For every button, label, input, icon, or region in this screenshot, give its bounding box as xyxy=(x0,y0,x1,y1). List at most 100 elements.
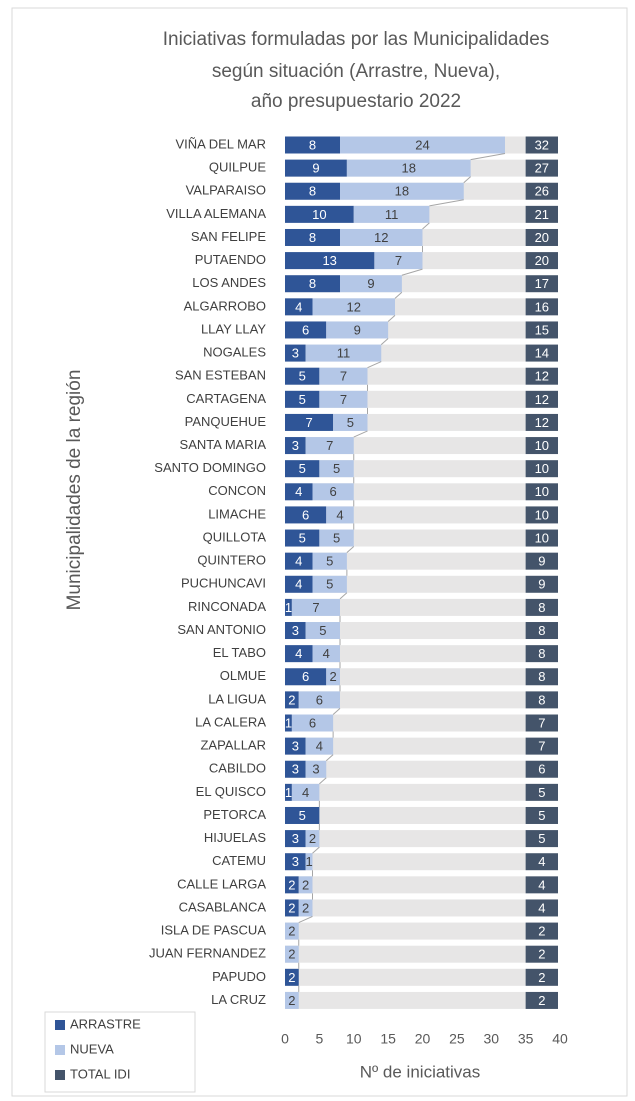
category-label: ZAPALLAR xyxy=(200,738,266,753)
value-label: 18 xyxy=(395,184,409,199)
total-bar xyxy=(525,321,558,339)
background-band xyxy=(285,991,526,1009)
total-label: 4 xyxy=(538,854,545,869)
series-line xyxy=(325,754,334,762)
total-bar xyxy=(525,437,558,455)
value-label: 9 xyxy=(312,161,319,176)
total-bar xyxy=(525,830,558,848)
value-label: 3 xyxy=(292,739,299,754)
category-label: EL TABO xyxy=(213,645,266,660)
background-band xyxy=(285,622,526,640)
total-label: 8 xyxy=(538,692,545,707)
bar-segment xyxy=(312,645,340,663)
bar-segment xyxy=(285,668,327,686)
value-label: 4 xyxy=(323,646,330,661)
bar-segment xyxy=(285,506,327,524)
bar-segment xyxy=(285,968,299,986)
category-label: CABILDO xyxy=(209,761,266,776)
bar-segment xyxy=(298,691,340,709)
category-label: QUILLOTA xyxy=(203,529,267,544)
value-label: 5 xyxy=(326,554,333,569)
bar-segment xyxy=(305,760,327,778)
total-bar xyxy=(525,922,558,940)
value-label: 9 xyxy=(354,322,361,337)
total-label: 2 xyxy=(538,970,545,985)
background-band xyxy=(285,691,526,709)
category-label: VIÑA DEL MAR xyxy=(175,136,266,151)
total-bar xyxy=(525,899,558,917)
total-bar xyxy=(525,159,558,177)
category-label: LA CRUZ xyxy=(211,992,266,1007)
category-label: OLMUE xyxy=(220,668,267,683)
category-label: LOS ANDES xyxy=(192,275,266,290)
category-label: RINCONADA xyxy=(188,599,266,614)
background-band xyxy=(285,830,526,848)
value-label: 6 xyxy=(302,322,309,337)
category-label: HIJUELAS xyxy=(204,830,266,845)
background-band xyxy=(285,598,526,616)
total-bar xyxy=(525,737,558,755)
bar-segment xyxy=(285,737,306,755)
bar-segment xyxy=(285,714,292,732)
bar-segment xyxy=(285,598,292,616)
bar-segment xyxy=(285,182,340,200)
total-bar xyxy=(525,668,558,686)
bar-segment xyxy=(285,783,292,801)
category-label: CATEMU xyxy=(212,853,266,868)
value-label: 5 xyxy=(299,392,306,407)
value-label: 5 xyxy=(299,369,306,384)
total-bar xyxy=(525,598,558,616)
bar-segment xyxy=(340,228,423,246)
bar-segment xyxy=(285,483,313,501)
value-label: 7 xyxy=(305,415,312,430)
category-label: EL QUISCO xyxy=(196,784,266,799)
bar-segment xyxy=(285,945,299,963)
total-label: 10 xyxy=(535,461,549,476)
total-bar xyxy=(525,991,558,1009)
bar-segment xyxy=(305,830,320,848)
total-bar xyxy=(525,252,558,270)
bar-segment xyxy=(333,413,368,431)
bar-segment xyxy=(312,298,395,316)
value-label: 5 xyxy=(333,530,340,545)
value-label: 2 xyxy=(309,831,316,846)
bar-segment xyxy=(285,760,306,778)
total-bar xyxy=(525,783,558,801)
legend-label: NUEVA xyxy=(70,1041,114,1056)
series-line xyxy=(346,546,355,554)
background-band xyxy=(285,714,526,732)
value-label: 1 xyxy=(285,715,292,730)
series-line xyxy=(463,176,471,184)
value-label: 2 xyxy=(288,900,295,915)
series-line xyxy=(298,916,313,924)
total-label: 8 xyxy=(538,669,545,684)
category-label: LA LIGUA xyxy=(208,691,266,706)
value-label: 2 xyxy=(330,669,337,684)
total-label: 2 xyxy=(538,993,545,1008)
total-bar xyxy=(525,344,558,362)
value-label: 4 xyxy=(295,646,302,661)
category-label: PETORCA xyxy=(203,807,266,822)
legend-label: ARRASTRE xyxy=(70,1016,141,1031)
bar-segment xyxy=(285,136,340,154)
value-label: 5 xyxy=(333,461,340,476)
category-label: SANTO DOMINGO xyxy=(154,460,266,475)
value-label: 7 xyxy=(340,369,347,384)
value-label: 4 xyxy=(316,739,323,754)
bar-segment xyxy=(285,853,306,871)
series-line xyxy=(470,153,506,161)
bar-segment xyxy=(326,321,389,339)
category-label: SAN FELIPE xyxy=(191,229,266,244)
bar-segment xyxy=(291,714,334,732)
category-label: SAN ESTEBAN xyxy=(175,368,266,383)
value-label: 6 xyxy=(302,669,309,684)
total-bar xyxy=(525,367,558,385)
value-label: 4 xyxy=(336,507,343,522)
total-bar xyxy=(525,645,558,663)
bar-segment xyxy=(285,691,299,709)
series-line xyxy=(387,314,396,322)
legend-swatch xyxy=(55,1070,65,1080)
bar-segment xyxy=(305,853,313,871)
total-label: 9 xyxy=(538,577,545,592)
legend-label: TOTAL IDI xyxy=(70,1066,130,1081)
